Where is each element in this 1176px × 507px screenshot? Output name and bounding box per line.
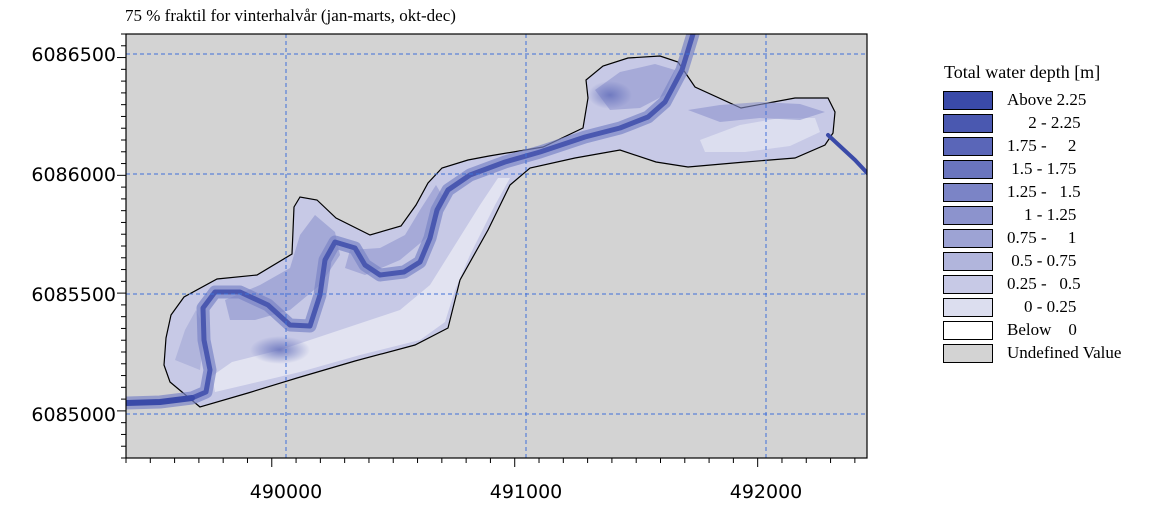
legend-item: 1.25 - 1.5 [943,181,1176,204]
legend-swatch [943,229,993,248]
legend-items: Above 2.25 2 - 2.25 1.75 - 2 1.5 - 1.75 1.… [943,89,1176,365]
legend-label: 0.25 - 0.5 [1007,274,1081,293]
legend-swatch [943,137,993,156]
y-tick-label: 6086500 [31,44,116,66]
legend-item: Below 0 [943,319,1176,342]
legend-item: Above 2.25 [943,89,1176,112]
river-channel [126,34,867,410]
legend-label: 1.5 - 1.75 [1007,159,1077,178]
x-axis: 490000 491000 492000 [250,481,803,503]
x-tick-label: 491000 [490,481,563,503]
legend-swatch [943,114,993,133]
legend-item: 1 - 1.25 [943,204,1176,227]
legend-label: 0 - 0.25 [1007,297,1077,316]
legend-label: 1 - 1.25 [1007,205,1077,224]
legend-label: Above 2.25 [1007,90,1087,109]
y-tick-label: 6086000 [31,164,116,186]
legend-item: 0.5 - 0.75 [943,250,1176,273]
legend-title: Total water depth [m] [944,62,1101,82]
legend-swatch [943,344,993,363]
legend-swatch [943,275,993,294]
legend-swatch [943,252,993,271]
legend-item: 2 - 2.25 [943,112,1176,135]
legend-swatch [943,91,993,110]
legend-label: 0.75 - 1 [1007,228,1077,247]
legend-swatch [943,183,993,202]
legend-item: 1.5 - 1.75 [943,158,1176,181]
x-tick-label: 490000 [250,481,323,503]
water-depth-area [163,55,836,408]
legend-label: 2 - 2.25 [1007,113,1081,132]
legend-swatch [943,206,993,225]
x-tick-label: 492000 [730,481,803,503]
legend-item: 0 - 0.25 [943,296,1176,319]
grid-lines [126,34,867,458]
legend-label: 1.75 - 2 [1007,136,1077,155]
legend-item: 0.75 - 1 [943,227,1176,250]
y-axis: 6086500 6086000 6085500 6085000 [31,44,116,426]
y-tick-label: 6085500 [31,284,116,306]
legend-item: 0.25 - 0.5 [943,273,1176,296]
axis-ticks [117,33,856,467]
legend-swatch [943,321,993,340]
legend-item: 1.75 - 2 [943,135,1176,158]
legend-swatch [943,298,993,317]
legend-label: Undefined Value [1007,343,1122,362]
legend-label: 1.25 - 1.5 [1007,182,1081,201]
legend-label: Below 0 [1007,320,1077,339]
legend-label: 0.5 - 0.75 [1007,251,1077,270]
legend-swatch [943,160,993,179]
map-title: 75 % fraktil for vinterhalvår (jan-marts… [125,6,456,25]
legend: Total water depth [m] Above 2.25 2 - 2.2… [943,62,1176,365]
legend-item: Undefined Value [943,342,1176,365]
y-tick-label: 6085000 [31,404,116,426]
